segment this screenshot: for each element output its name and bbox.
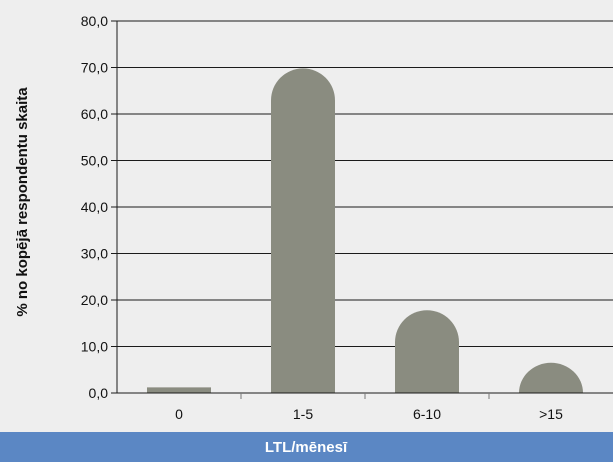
bars xyxy=(147,68,583,394)
x-tick-label: >15 xyxy=(539,406,563,422)
bar-0 xyxy=(147,387,211,393)
x-tick-label: 6-10 xyxy=(413,406,441,422)
y-tick-label: 70,0 xyxy=(81,60,108,76)
grid-lines xyxy=(117,20,613,347)
y-tick-label: 0,0 xyxy=(89,385,109,401)
bar-15 xyxy=(271,68,335,394)
y-tick-label: 60,0 xyxy=(81,106,108,122)
y-tick-label: 30,0 xyxy=(81,246,108,262)
y-tick-label: 80,0 xyxy=(81,13,108,29)
x-axis-label-band xyxy=(0,432,613,462)
y-tick-label: 10,0 xyxy=(81,339,108,355)
y-tick-label: 50,0 xyxy=(81,153,108,169)
axes xyxy=(111,20,613,399)
x-tick-label: 0 xyxy=(175,406,183,422)
y-axis-label: % no kopējā respondentu skaita xyxy=(14,87,31,317)
y-tick-label: 20,0 xyxy=(81,292,108,308)
x-tick-labels: 0 1-5 6-10 >15 xyxy=(175,406,563,422)
y-tick-labels: 0,0 10,0 20,0 30,0 40,0 50,0 60,0 70,0 80,0 xyxy=(81,13,108,401)
bar-15 xyxy=(519,362,583,393)
bar-610 xyxy=(395,310,459,393)
x-tick-label: 1-5 xyxy=(293,406,313,422)
y-tick-label: 40,0 xyxy=(81,199,108,215)
x-axis-label: LTL/mēnesī xyxy=(265,439,348,456)
